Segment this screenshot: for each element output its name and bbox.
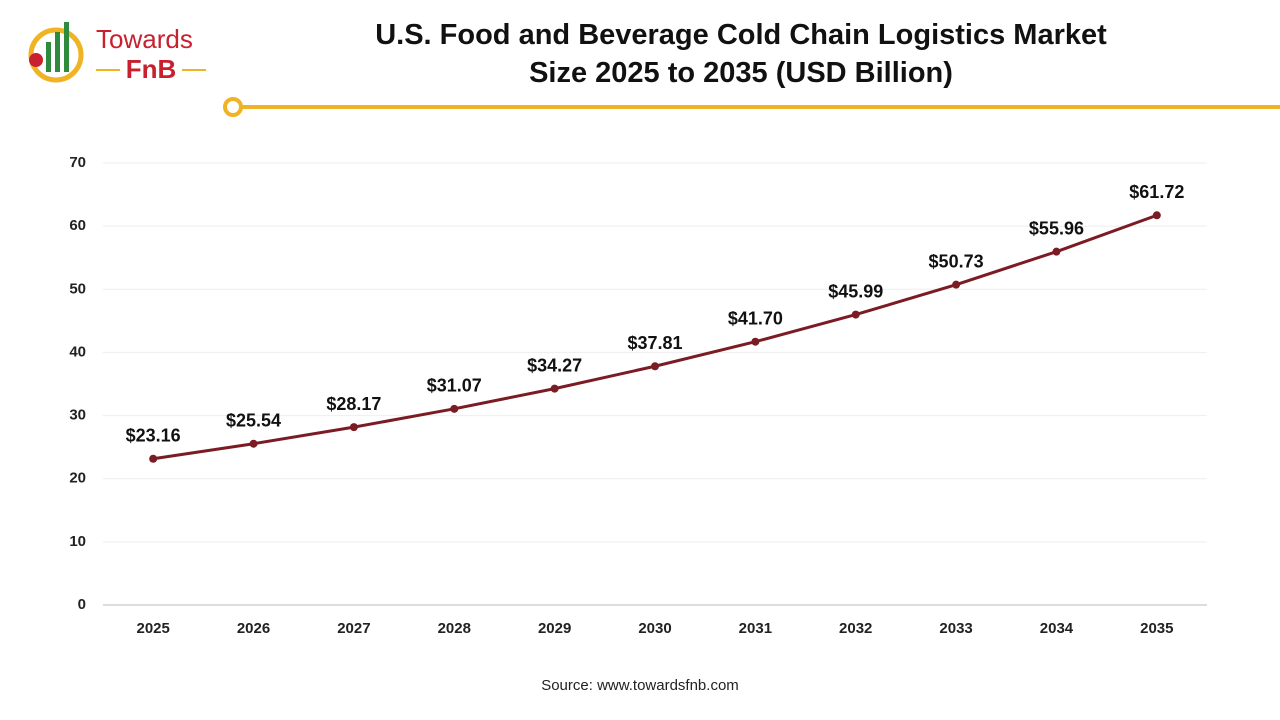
marker — [349, 423, 358, 432]
logo-name: Towards — [96, 24, 193, 54]
data-label: $45.99 — [828, 281, 883, 301]
x-tick-label: 2031 — [739, 620, 772, 637]
x-tick-label: 2032 — [839, 620, 872, 637]
x-tick-label: 2030 — [638, 620, 671, 637]
data-label: $41.70 — [728, 308, 783, 328]
data-label: $50.73 — [929, 251, 984, 271]
data-label: $28.17 — [326, 394, 381, 414]
header-dot — [223, 97, 243, 117]
y-tick-label: 60 — [69, 217, 86, 234]
data-label: $31.07 — [427, 376, 482, 396]
y-tick-label: 20 — [69, 470, 86, 487]
x-tick-label: 2035 — [1140, 620, 1173, 637]
x-tick-label: 2026 — [237, 620, 270, 637]
marker — [149, 454, 158, 463]
marker — [751, 337, 760, 346]
x-tick-label: 2025 — [136, 620, 169, 637]
marker — [249, 439, 258, 448]
marker — [1152, 211, 1161, 220]
y-tick-label: 0 — [78, 596, 86, 613]
data-label: $25.54 — [226, 410, 281, 430]
logo-brand: FnB — [126, 54, 177, 84]
logo-bar — [64, 22, 69, 72]
data-label: $34.27 — [527, 355, 582, 375]
chart-title: U.S. Food and Beverage Cold Chain Logist… — [375, 19, 1107, 89]
marker — [1052, 247, 1061, 256]
data-label: $37.81 — [627, 333, 682, 353]
marker — [450, 404, 459, 413]
logo-ring — [28, 27, 84, 83]
y-tick-label: 40 — [69, 343, 86, 360]
x-tick-label: 2028 — [438, 620, 471, 637]
logo-dot — [29, 53, 43, 67]
logo-bar — [46, 42, 51, 72]
data-label: $23.16 — [126, 426, 181, 446]
y-tick-label: 10 — [69, 533, 86, 550]
y-tick-label: 70 — [69, 154, 86, 171]
marker — [952, 280, 961, 289]
x-tick-label: 2034 — [1040, 620, 1074, 637]
x-tick-label: 2027 — [337, 620, 370, 637]
source: Source: www.towardsfnb.com — [541, 677, 739, 694]
logo: Towards FnB — [28, 22, 206, 84]
logo-bar — [55, 32, 60, 72]
x-tick-label: 2029 — [538, 620, 571, 637]
y-tick-label: 50 — [69, 280, 86, 297]
marker — [550, 384, 559, 393]
data-label: $61.72 — [1129, 182, 1184, 202]
data-label: $55.96 — [1029, 218, 1084, 238]
marker — [651, 362, 659, 371]
marker — [851, 310, 860, 319]
y-tick-label: 30 — [69, 407, 86, 424]
x-tick-label: 2033 — [939, 620, 972, 637]
